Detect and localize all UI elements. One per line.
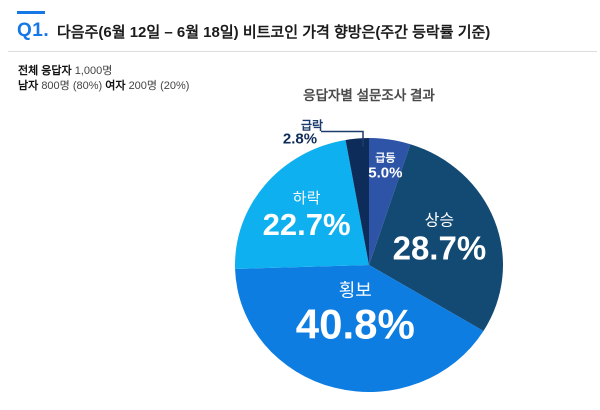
pie-slice-surge [369, 138, 411, 265]
pie-slice-rise [369, 144, 503, 332]
pie-slice-sideways [235, 265, 484, 392]
male-value: 800명 (80%) [41, 80, 103, 92]
slice-name-rise: 상승 [424, 212, 455, 230]
slice-name-fall: 하락 [292, 190, 321, 208]
slice-label-plunge-name: 급락 [300, 118, 324, 133]
chart-title: 응답자별 설문조사 결과 [303, 88, 435, 103]
accent-line [17, 11, 45, 14]
female-value: 200명 (20%) [128, 80, 190, 92]
question-number: Q1. [17, 20, 50, 41]
callout-line [321, 130, 364, 147]
respondent-gender-line: 남자 800명 (80%) 여자 200명 (20%) [18, 79, 189, 94]
respondent-total-value: 1,000명 [74, 65, 113, 77]
pie-slice-fall [235, 139, 369, 269]
slice-label-fall: 하락 22.7% [262, 190, 351, 243]
slice-name-sideways: 횡보 [338, 280, 372, 301]
slice-value-rise: 28.7% [392, 229, 487, 267]
slice-name-surge: 급등 [375, 152, 396, 165]
respondent-info: 전체 응답자 1,000명 남자 800명 (80%) 여자 200명 (20%… [18, 64, 189, 94]
respondent-total-label: 전체 응답자 [18, 65, 72, 77]
slice-label-sideways: 횡보 40.8% [296, 281, 415, 348]
male-label: 남자 [18, 80, 39, 92]
question-title: 다음주(6월 12일 – 6월 18일) 비트코인 가격 향방은(주간 등락률 … [57, 24, 491, 41]
slice-value-surge: 5.0% [368, 163, 403, 181]
pie-slices [235, 138, 503, 392]
slice-label-surge: 급등 5.0% [368, 153, 402, 182]
female-label: 여자 [105, 80, 126, 92]
header-divider [8, 51, 597, 52]
slice-label-rise: 상승 28.7% [393, 213, 487, 268]
slice-label-plunge-value: 2.8% [282, 130, 318, 148]
pie-slice-plunge [345, 138, 369, 265]
slice-value-sideways: 40.8% [295, 300, 415, 348]
slice-value-fall: 22.7% [262, 207, 351, 243]
respondent-total-line: 전체 응답자 1,000명 [18, 64, 189, 79]
